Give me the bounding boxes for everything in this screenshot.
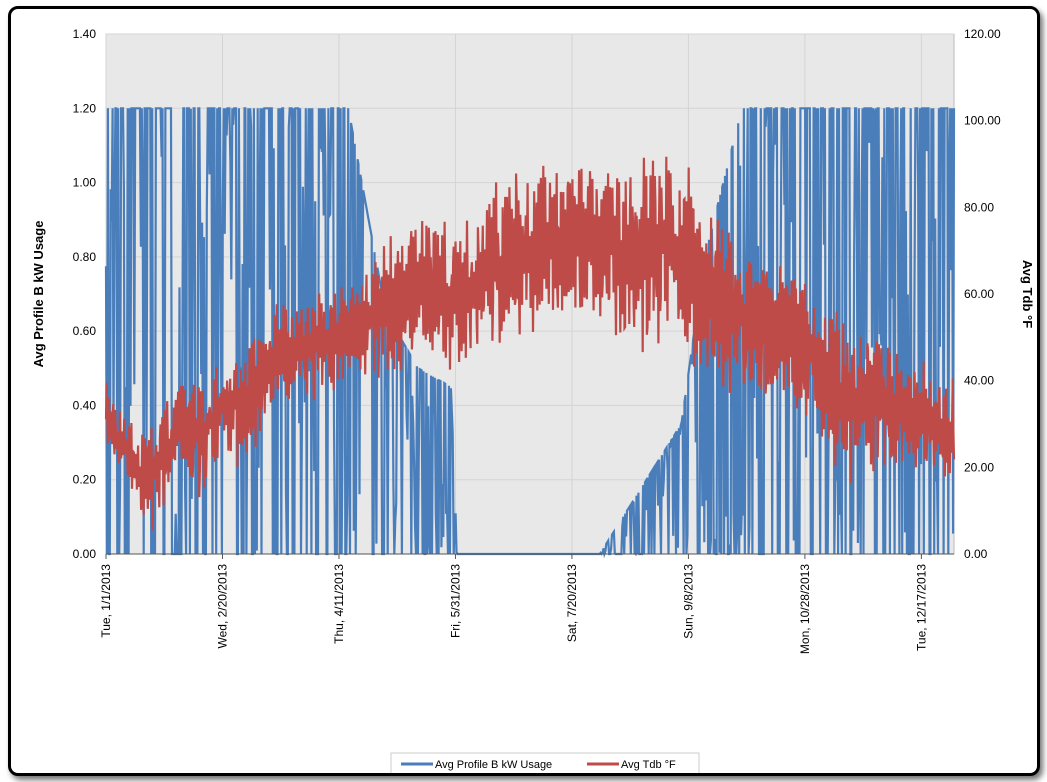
y-right-tick-label: 100.00 — [964, 114, 1001, 128]
y-right-tick-label: 0.00 — [964, 547, 988, 561]
x-tick-label: Mon, 10/28/2013 — [798, 564, 812, 654]
legend-label-tdb: Avg Tdb °F — [621, 759, 676, 771]
y-right-tick-label: 120.00 — [964, 27, 1001, 41]
legend-label-kw: Avg Profile B kW Usage — [435, 759, 552, 771]
y-left-tick-label: 0.80 — [73, 250, 97, 264]
x-tick-label: Fri, 5/31/2013 — [448, 564, 462, 638]
y-right-tick-label: 80.00 — [964, 200, 994, 214]
y-right-tick-label: 20.00 — [964, 460, 994, 474]
y-axis-left-title: Avg Profile B kW Usage — [31, 221, 46, 368]
y-left-tick-label: 0.00 — [73, 547, 97, 561]
series-line-tdb — [104, 156, 956, 531]
y-right-tick-label: 60.00 — [964, 287, 994, 301]
x-tick-label: Sun, 9/8/2013 — [681, 564, 695, 639]
y-left-tick-label: 1.20 — [73, 101, 97, 115]
y-left-tick-label: 0.40 — [73, 398, 97, 412]
axes: 0.00 0.20 0.40 0.60 0.80 1.00 1.20 1.40 0.00 20.0… — [73, 27, 1001, 654]
legend: Avg Profile B kW Usage Avg Tdb °F — [390, 752, 700, 773]
y-left-tick-label: 1.00 — [73, 176, 97, 190]
x-tick-label: Wed, 2/20/2013 — [215, 564, 229, 649]
y-right-tick-label: 40.00 — [964, 374, 994, 388]
x-tick-label: Sat, 7/20/2013 — [565, 564, 579, 642]
legend-box — [390, 752, 700, 773]
y-axis-right-title: Avg Tdb °F — [1020, 260, 1035, 328]
y-left-tick-label: 0.20 — [73, 473, 97, 487]
x-tick-label: Tue, 12/17/2013 — [914, 564, 928, 651]
y-left-tick-label: 1.40 — [73, 27, 97, 41]
x-tick-label: Thu, 4/11/2013 — [332, 564, 346, 644]
chart-svg: 0.00 0.20 0.40 0.60 0.80 1.00 1.20 1.40 0.00 20.0… — [31, 27, 1035, 773]
chart-frame: 0.00 0.20 0.40 0.60 0.80 1.00 1.20 1.40 0.00 20.0… — [8, 6, 1040, 776]
y-left-tick-label: 0.60 — [73, 324, 97, 338]
x-tick-label: Tue, 1/1/2013 — [99, 564, 113, 638]
